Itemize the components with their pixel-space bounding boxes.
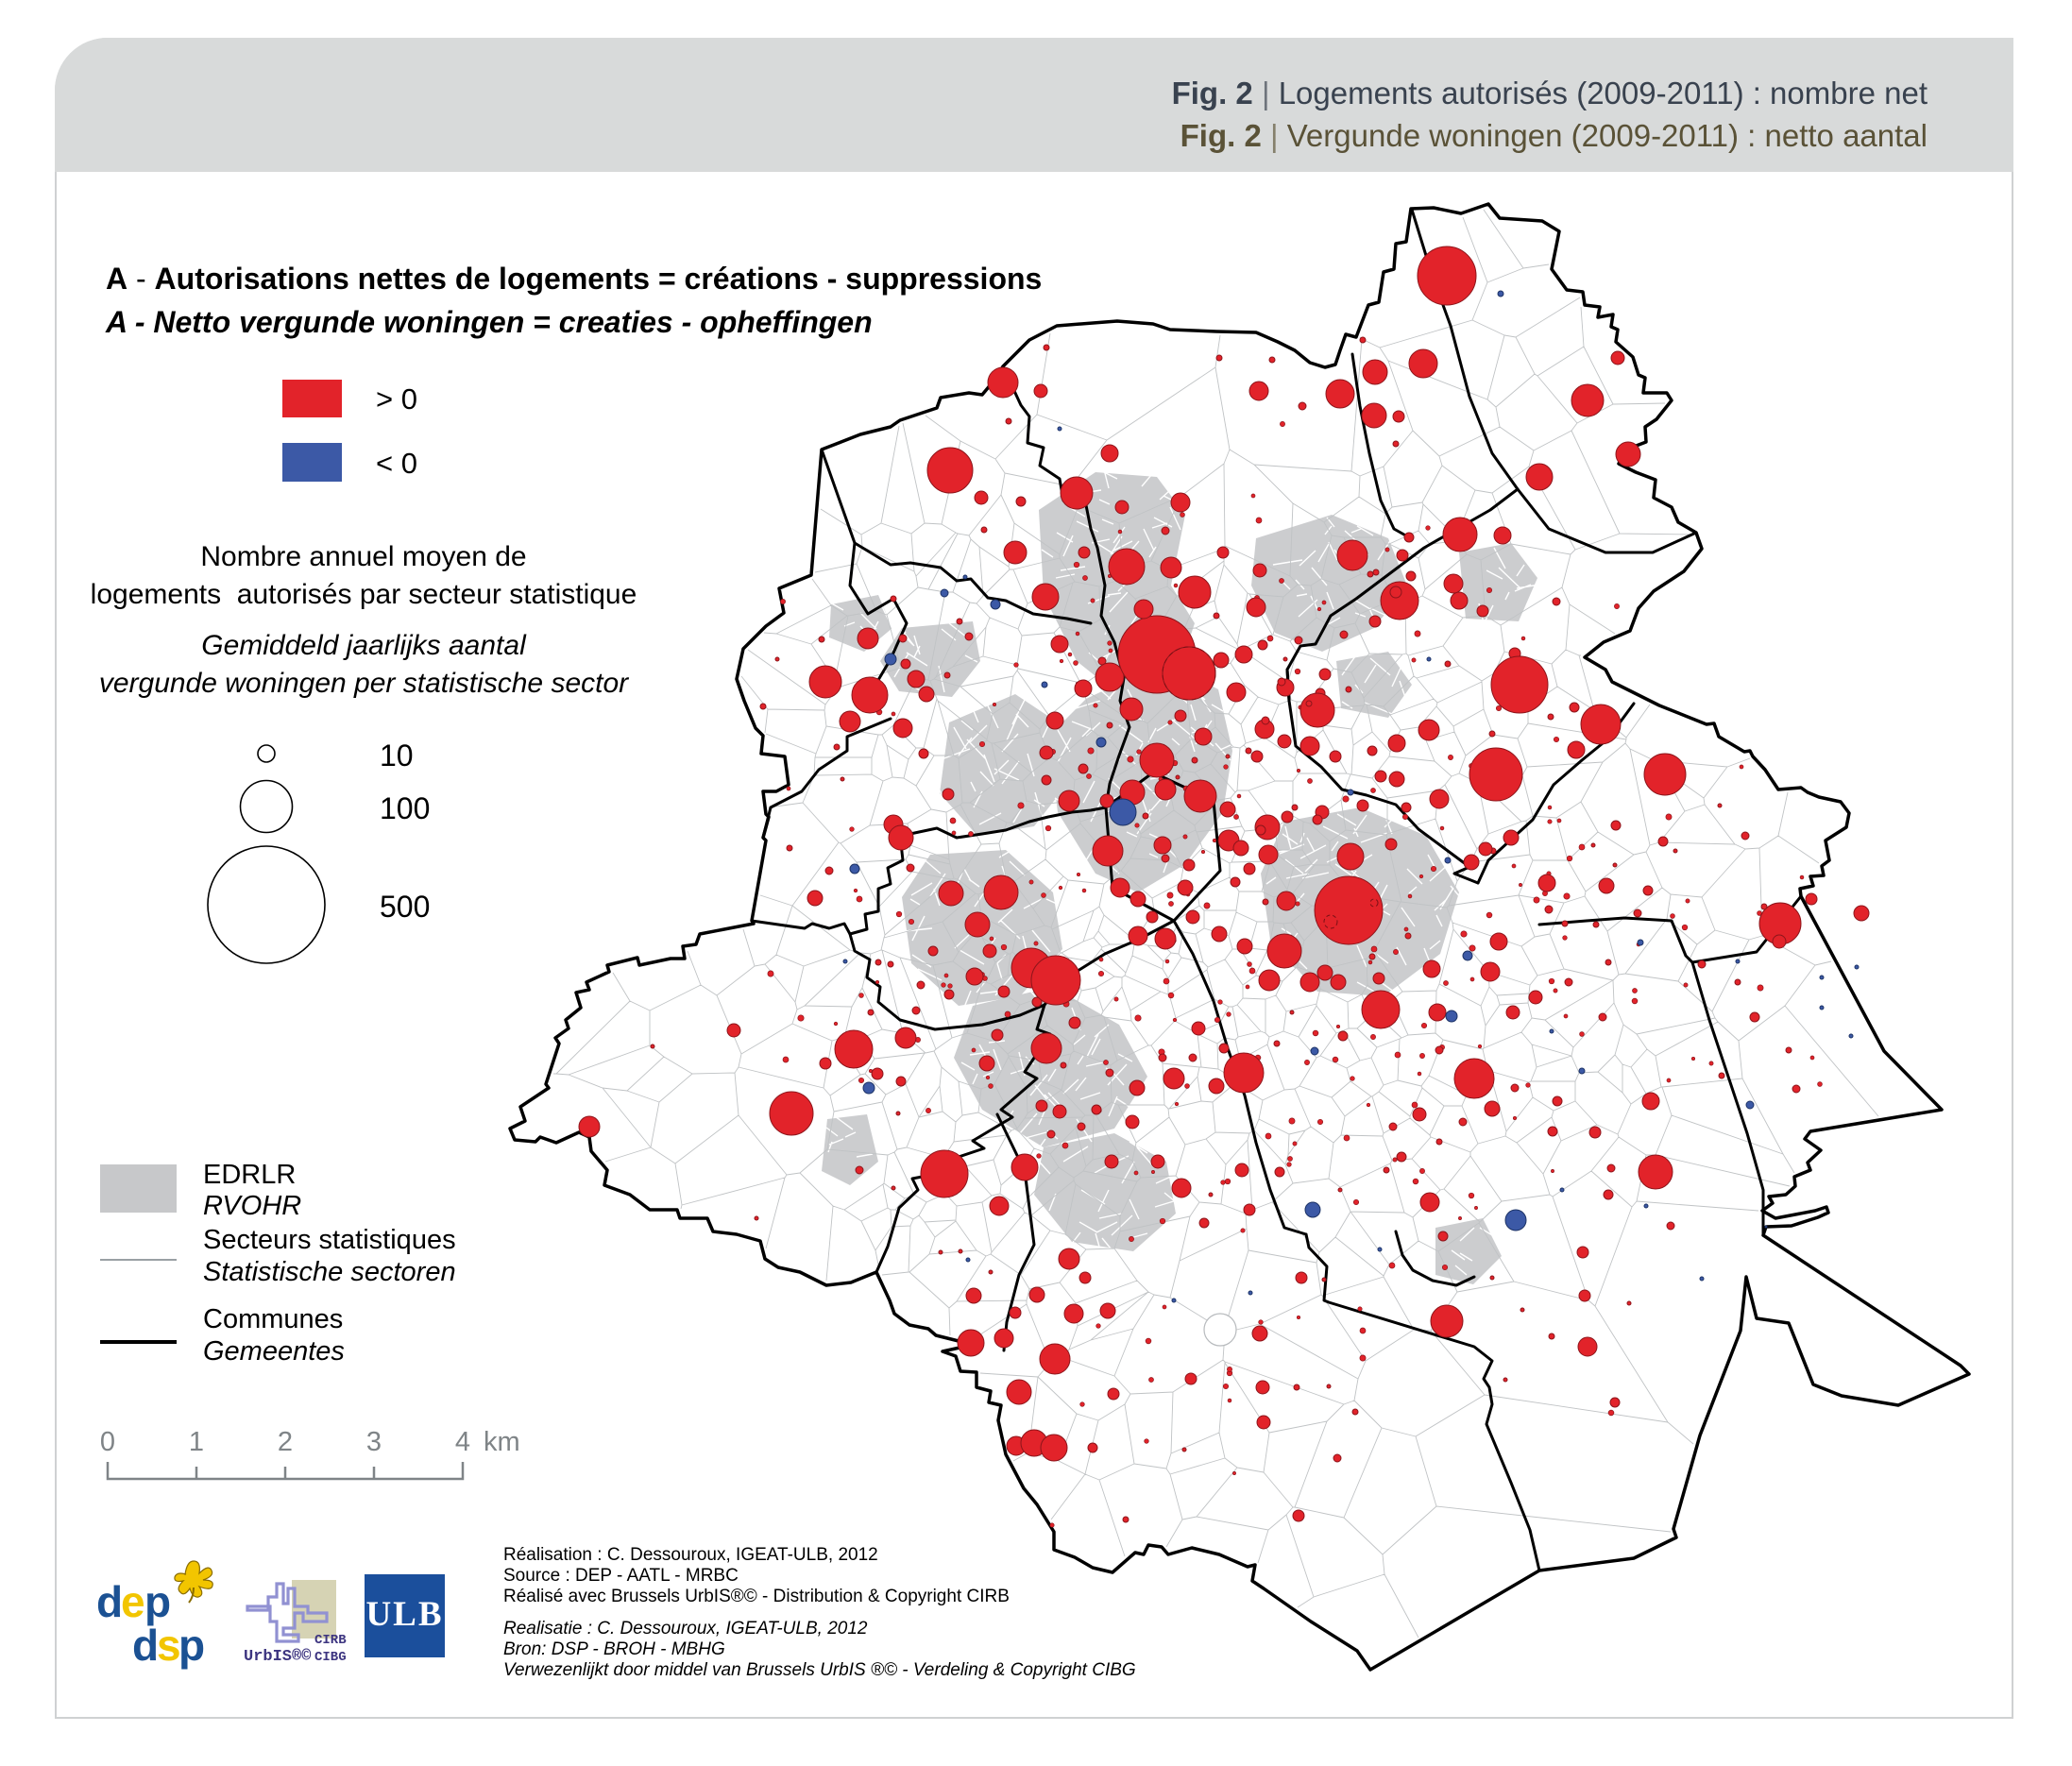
svg-text:km: km (484, 1427, 520, 1457)
svg-text:s: s (157, 1621, 181, 1670)
svg-text:CIBG: CIBG (314, 1650, 347, 1665)
svg-text:d: d (132, 1621, 159, 1670)
svg-text:p: p (144, 1577, 171, 1626)
svg-text:e: e (121, 1577, 145, 1626)
svg-text:3: 3 (366, 1427, 382, 1457)
svg-text:d: d (96, 1577, 123, 1626)
svg-text:CIRB: CIRB (314, 1633, 347, 1648)
svg-text:p: p (178, 1621, 205, 1670)
svg-text:4: 4 (455, 1427, 470, 1457)
svg-text:0: 0 (100, 1427, 115, 1457)
svg-text:UrbIS®©: UrbIS®© (244, 1648, 311, 1666)
svg-text:1: 1 (189, 1427, 204, 1457)
svg-text:2: 2 (278, 1427, 293, 1457)
